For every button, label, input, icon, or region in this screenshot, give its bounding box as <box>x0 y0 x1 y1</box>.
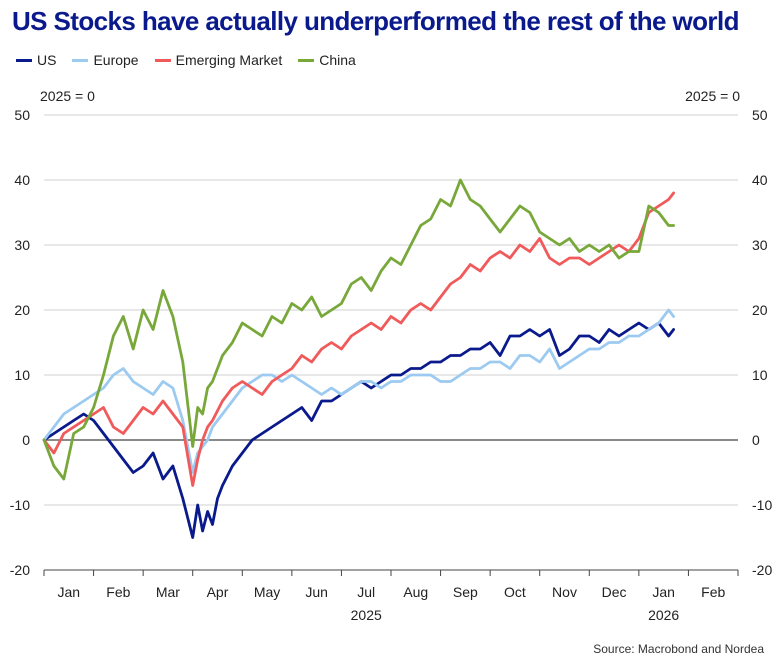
x-tick-label: Jan <box>57 584 80 600</box>
x-tick-label: May <box>254 584 280 600</box>
y-tick-label-right: 40 <box>752 172 768 188</box>
series-line-emerging-market <box>42 191 675 487</box>
x-year-label: 2025 <box>351 607 382 623</box>
right-axis-note: 2025 = 0 <box>685 88 740 104</box>
legend-swatch <box>154 58 171 62</box>
x-tick-label: Aug <box>403 584 428 600</box>
legend-swatch <box>16 58 32 62</box>
y-tick-label-right: 30 <box>752 237 768 253</box>
left-axis-note: 2025 = 0 <box>40 88 95 104</box>
y-tick-label-right: 20 <box>752 302 768 318</box>
chart-title: US Stocks have actually underperformed t… <box>12 6 739 36</box>
legend-swatch <box>72 58 89 62</box>
x-tick-label: Oct <box>504 584 526 600</box>
y-tick-label-left: 40 <box>14 172 30 188</box>
legend-item-europe: Europe <box>72 52 139 68</box>
x-tick-label: Jul <box>357 584 375 600</box>
y-tick-label-right: 50 <box>752 107 768 123</box>
x-tick-label: Apr <box>207 584 229 600</box>
x-tick-label: Dec <box>602 584 627 600</box>
legend-label: Emerging Market <box>175 52 283 68</box>
x-tick-label: Jan <box>652 584 675 600</box>
x-tick-label: Feb <box>701 584 725 600</box>
y-tick-label-right: -20 <box>752 562 772 578</box>
y-tick-label-left: 50 <box>14 107 30 123</box>
x-year-label: 2026 <box>648 607 679 623</box>
x-tick-label: Jun <box>305 584 328 600</box>
legend-item-us: US <box>16 52 56 68</box>
x-tick-label: Feb <box>106 584 130 600</box>
legend-item-china: China <box>298 52 356 68</box>
source-note: Source: Macrobond and Nordea <box>593 642 764 656</box>
x-tick-label: Sep <box>453 584 478 600</box>
x-tick-label: Mar <box>156 584 180 600</box>
y-tick-label-left: 0 <box>22 432 30 448</box>
y-tick-label-left: 30 <box>14 237 30 253</box>
legend-label: China <box>319 52 356 68</box>
legend-label: US <box>37 52 57 68</box>
series-line-china <box>42 178 675 481</box>
series-line-europe <box>42 308 675 474</box>
x-tick-label: Nov <box>552 584 577 600</box>
legend-item-emerging-market: Emerging Market <box>154 52 283 68</box>
legend: US Europe Emerging Market China <box>16 52 356 68</box>
y-tick-label-left: -10 <box>10 497 30 513</box>
legend-swatch <box>298 58 315 62</box>
y-tick-label-left: 10 <box>14 367 30 383</box>
y-tick-label-left: 20 <box>14 302 30 318</box>
y-tick-label-right: -10 <box>752 497 772 513</box>
y-tick-label-right: 0 <box>752 432 760 448</box>
y-tick-label-right: 10 <box>752 367 768 383</box>
legend-label: Europe <box>93 52 139 68</box>
y-tick-label-left: -20 <box>10 562 30 578</box>
